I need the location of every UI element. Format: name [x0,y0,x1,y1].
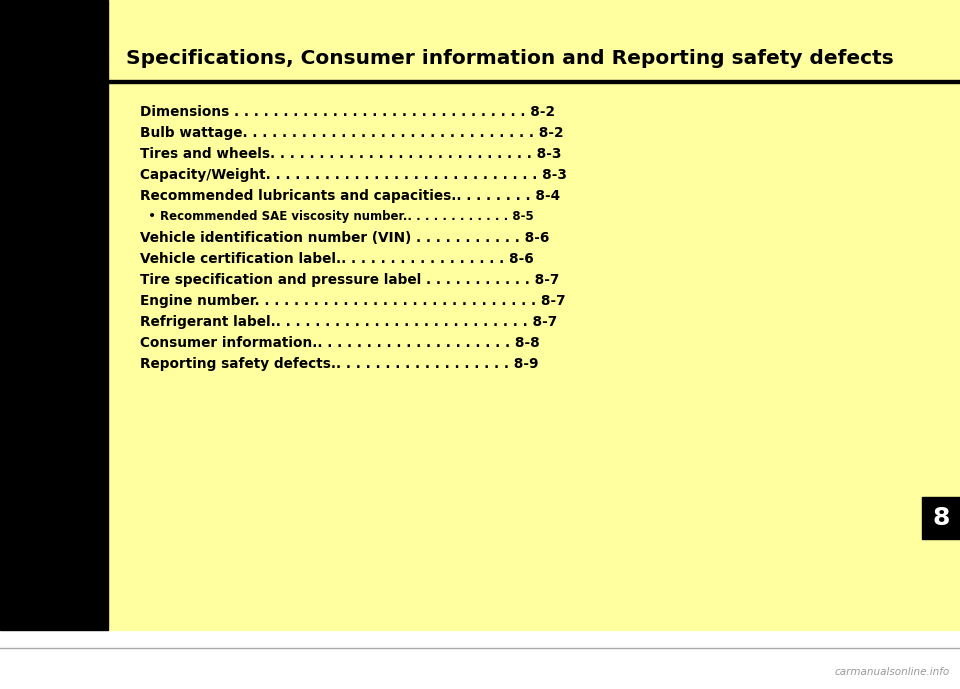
Text: Engine number. . . . . . . . . . . . . . . . . . . . . . . . . . . . . 8-7: Engine number. . . . . . . . . . . . . .… [140,294,565,308]
Text: Consumer information.. . . . . . . . . . . . . . . . . . . . 8-8: Consumer information.. . . . . . . . . .… [140,336,540,350]
Text: Tires and wheels. . . . . . . . . . . . . . . . . . . . . . . . . . . 8-3: Tires and wheels. . . . . . . . . . . . … [140,147,562,161]
Bar [108,0,960,630]
Bar [108,80,960,83]
Text: Specifications, Consumer information and Reporting safety defects: Specifications, Consumer information and… [126,48,894,68]
Text: Recommended lubricants and capacities.. . . . . . . . 8-4: Recommended lubricants and capacities.. … [140,189,560,203]
Text: Capacity/Weight. . . . . . . . . . . . . . . . . . . . . . . . . . . . 8-3: Capacity/Weight. . . . . . . . . . . . .… [140,168,567,182]
Text: 8: 8 [932,506,949,530]
Text: Tire specification and pressure label . . . . . . . . . . . 8-7: Tire specification and pressure label . … [140,273,560,287]
Text: carmanualsonline.info: carmanualsonline.info [835,667,950,677]
Bar [922,497,960,539]
Text: Reporting safety defects.. . . . . . . . . . . . . . . . . . 8-9: Reporting safety defects.. . . . . . . .… [140,357,539,371]
Text: Dimensions . . . . . . . . . . . . . . . . . . . . . . . . . . . . . . 8-2: Dimensions . . . . . . . . . . . . . . .… [140,105,555,119]
Text: Vehicle certification label.. . . . . . . . . . . . . . . . . 8-6: Vehicle certification label.. . . . . . … [140,252,534,266]
Text: Bulb wattage. . . . . . . . . . . . . . . . . . . . . . . . . . . . . . 8-2: Bulb wattage. . . . . . . . . . . . . . … [140,126,564,140]
Bar [0,0,108,630]
Text: • Recommended SAE viscosity number.. . . . . . . . . . . . 8-5: • Recommended SAE viscosity number.. . .… [140,210,534,223]
Text: Vehicle identification number (VIN) . . . . . . . . . . . 8-6: Vehicle identification number (VIN) . . … [140,231,549,245]
Text: Refrigerant label.. . . . . . . . . . . . . . . . . . . . . . . . . . 8-7: Refrigerant label.. . . . . . . . . . . … [140,315,557,329]
